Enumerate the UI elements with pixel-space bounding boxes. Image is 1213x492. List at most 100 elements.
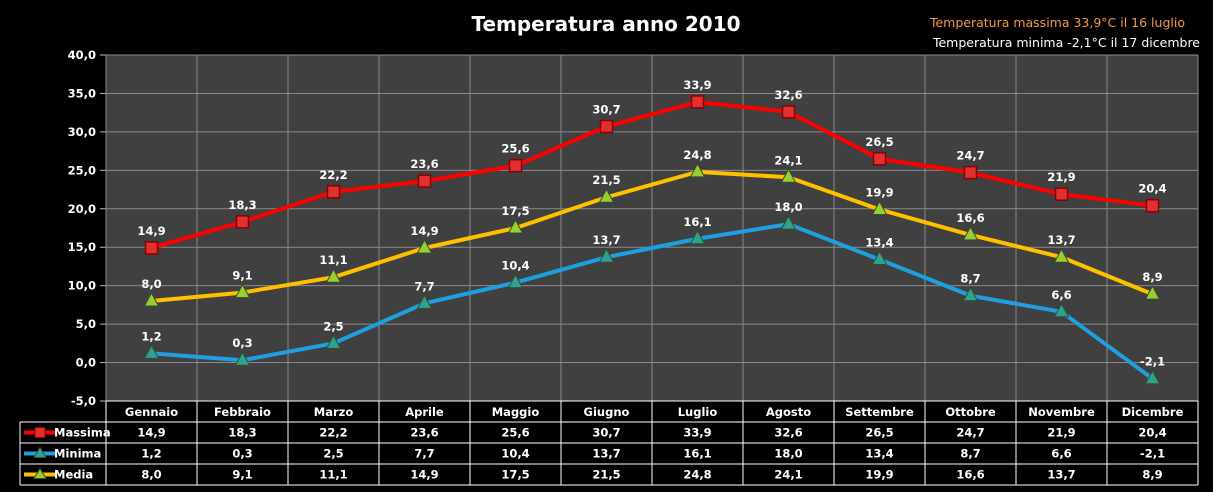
data-point-minima bbox=[325, 334, 342, 349]
data-label-media: 24,1 bbox=[774, 153, 802, 167]
x-tick-label: Giugno bbox=[584, 405, 630, 419]
table-cell-media: 21,5 bbox=[592, 468, 620, 482]
table-cell-minima: 16,1 bbox=[683, 447, 711, 461]
data-label-massima: 26,5 bbox=[865, 135, 893, 149]
data-point-minima bbox=[416, 294, 433, 309]
data-point-media bbox=[1053, 248, 1070, 263]
data-point-massima bbox=[508, 158, 523, 173]
data-label-massima: 30,7 bbox=[592, 103, 620, 117]
data-label-massima: 21,9 bbox=[1047, 170, 1075, 184]
data-label-massima: 23,6 bbox=[410, 157, 438, 171]
table-cell-minima: 13,7 bbox=[592, 447, 620, 461]
y-tick-label: 25,0 bbox=[68, 163, 96, 177]
data-label-media: 24,8 bbox=[683, 148, 711, 162]
data-point-media bbox=[962, 225, 979, 241]
data-label-media: 17,5 bbox=[501, 204, 529, 218]
data-point-minima bbox=[1053, 302, 1070, 318]
table-cell-media: 19,9 bbox=[865, 468, 893, 482]
data-label-minima: 6,6 bbox=[1051, 288, 1071, 302]
data-point-massima bbox=[690, 95, 705, 109]
data-point-massima bbox=[1054, 187, 1069, 201]
data-point-massima bbox=[963, 165, 978, 180]
table-cell-massima: 32,6 bbox=[774, 426, 802, 440]
legend-key-marker-media bbox=[33, 467, 47, 479]
data-table: Gennaio Febbraio Marzo Aprile Maggio Giugno Lu… bbox=[19, 400, 1199, 486]
data-point-media bbox=[871, 200, 888, 216]
data-point-minima bbox=[598, 248, 615, 263]
table-cell-massima: 33,9 bbox=[683, 426, 711, 440]
table-cell-massima: 21,9 bbox=[1047, 426, 1075, 440]
data-label-minima: 13,7 bbox=[592, 233, 620, 247]
data-label-media: 19,9 bbox=[865, 186, 893, 200]
data-point-media bbox=[1144, 285, 1161, 300]
table-cell-massima: 25,6 bbox=[501, 426, 529, 440]
y-tick-label: 10,0 bbox=[68, 279, 96, 293]
data-label-media: 8,9 bbox=[1142, 270, 1162, 284]
table-cell-minima: -2,1 bbox=[1140, 447, 1165, 461]
data-label-minima: 0,3 bbox=[232, 336, 252, 350]
table-cell-massima: 23,6 bbox=[410, 426, 438, 440]
x-tick-label: Aprile bbox=[405, 405, 444, 419]
table-cell-minima: 7,7 bbox=[414, 447, 434, 461]
data-label-minima: 13,4 bbox=[865, 236, 893, 250]
data-point-media bbox=[325, 268, 342, 283]
data-point-massima bbox=[326, 185, 341, 199]
table-cell-media: 8,0 bbox=[141, 468, 161, 482]
data-point-media bbox=[780, 168, 797, 183]
x-tick-label: Marzo bbox=[314, 405, 354, 419]
y-tick-label: 15,0 bbox=[68, 240, 96, 254]
data-point-massima bbox=[417, 174, 432, 188]
table-cell-massima: 22,2 bbox=[319, 426, 347, 440]
table-cell-massima: 20,4 bbox=[1138, 426, 1166, 440]
x-tick-label: Luglio bbox=[678, 405, 718, 419]
data-point-media bbox=[143, 291, 160, 307]
table-cell-minima: 18,0 bbox=[774, 447, 802, 461]
x-tick-label: Maggio bbox=[492, 405, 540, 419]
legend-label-massima: Massima bbox=[54, 426, 111, 440]
data-point-minima bbox=[871, 250, 888, 266]
x-tick-label: Novembre bbox=[1028, 405, 1095, 419]
data-label-minima: 7,7 bbox=[414, 279, 434, 293]
table-cell-minima: 10,4 bbox=[501, 447, 529, 461]
data-label-massima: 32,6 bbox=[774, 88, 802, 102]
x-tick-label: Gennaio bbox=[125, 405, 178, 419]
data-label-massima: 20,4 bbox=[1138, 182, 1166, 196]
x-tick-label: Settembre bbox=[845, 405, 914, 419]
table-cell-media: 24,8 bbox=[683, 468, 711, 482]
table-cell-media: 13,7 bbox=[1047, 468, 1075, 482]
legend-key-marker-minima bbox=[33, 446, 47, 458]
data-point-massima bbox=[599, 119, 614, 134]
data-label-minima: 1,2 bbox=[141, 329, 161, 343]
table-cell-minima: 1,2 bbox=[141, 447, 161, 461]
data-label-minima: 10,4 bbox=[501, 259, 529, 273]
data-label-minima: 16,1 bbox=[683, 215, 711, 229]
data-label-media: 21,5 bbox=[592, 173, 620, 187]
data-label-media: 9,1 bbox=[232, 269, 252, 283]
x-tick-label: Febbraio bbox=[214, 405, 271, 419]
legend-label-media: Media bbox=[54, 468, 93, 482]
legend-key-marker-massima bbox=[34, 427, 46, 438]
max-temperature-note: Temperatura massima 33,9°C il 16 luglio bbox=[929, 15, 1185, 30]
y-tick-label: 35,0 bbox=[68, 86, 96, 100]
series-line-media bbox=[151, 169, 1154, 304]
data-point-massima bbox=[781, 105, 796, 119]
table-cell-media: 14,9 bbox=[410, 468, 438, 482]
data-label-media: 13,7 bbox=[1047, 233, 1075, 247]
data-point-massima bbox=[872, 152, 887, 166]
series-line-minima bbox=[151, 222, 1154, 381]
data-label-massima: 18,3 bbox=[228, 198, 256, 212]
table-cell-massima: 26,5 bbox=[865, 426, 893, 440]
data-label-media: 8,0 bbox=[141, 277, 161, 291]
y-tick-label: 30,0 bbox=[68, 125, 96, 139]
data-point-massima bbox=[1145, 198, 1160, 213]
chart-title: Temperatura anno 2010 bbox=[471, 12, 740, 36]
data-label-massima: 24,7 bbox=[956, 149, 984, 163]
data-label-massima: 33,9 bbox=[683, 78, 711, 92]
legend-label-minima: Minima bbox=[54, 447, 101, 461]
data-point-media bbox=[507, 218, 524, 234]
table-cell-massima: 14,9 bbox=[137, 426, 165, 440]
data-point-minima bbox=[234, 351, 251, 366]
table-cell-massima: 30,7 bbox=[592, 426, 620, 440]
y-tick-label: 5,0 bbox=[76, 317, 96, 331]
